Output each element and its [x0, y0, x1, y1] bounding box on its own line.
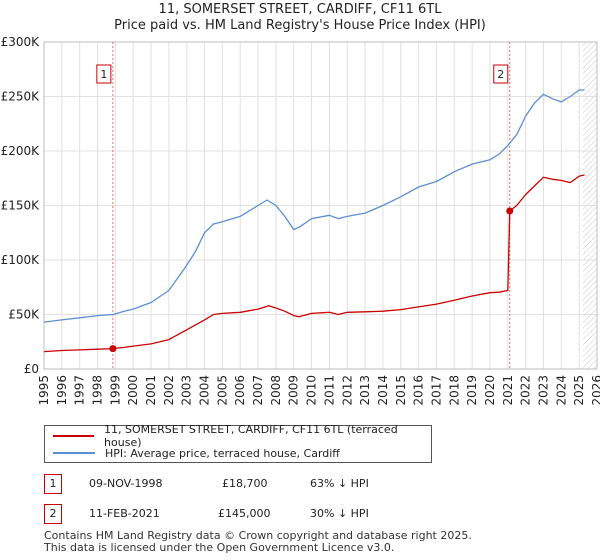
footer-licence: This data is licensed under the Open Gov… [44, 541, 395, 554]
sale-marker-label: 1 [100, 68, 107, 81]
sale-marker-badge [96, 64, 112, 84]
transaction-row: 1 09-NOV-1998 £18,700 63% ↓ HPI [44, 474, 584, 494]
x-tick-label: 2012 [340, 375, 354, 406]
footer: Contains HM Land Registry data © Crown c… [44, 530, 472, 554]
x-tick-label: 2019 [465, 375, 479, 406]
x-tick-label: 2017 [429, 375, 443, 406]
transaction-date: 09-NOV-1998 [89, 477, 163, 490]
x-tick-label: 2020 [483, 375, 497, 406]
x-tick-label: 2001 [144, 375, 158, 406]
x-tick-label: 2014 [376, 375, 390, 406]
x-tick-label: 2006 [233, 375, 247, 406]
sale-point [506, 207, 514, 215]
y-tick-label: £250K [1, 90, 41, 104]
x-tick-label: 1999 [108, 375, 122, 406]
legend-swatch-hpi [53, 452, 95, 454]
x-tick-label: 2016 [412, 375, 426, 406]
x-tick-label: 2005 [215, 375, 229, 406]
x-tick-label: 2013 [358, 375, 372, 406]
x-tick-label: 2003 [180, 375, 194, 406]
x-tick-label: 2018 [447, 375, 461, 406]
x-tick-label: 1998 [91, 375, 105, 406]
x-tick-label: 2004 [198, 375, 212, 406]
transaction-row: 2 11-FEB-2021 £145,000 30% ↓ HPI [44, 504, 584, 524]
sale-marker-label: 2 [497, 68, 504, 81]
transaction-badge: 1 [44, 474, 62, 494]
transaction-date: 11-FEB-2021 [89, 507, 160, 520]
property-line [43, 174, 585, 353]
sale-marker-badge [493, 64, 509, 84]
x-tick-label: 2002 [162, 375, 176, 406]
y-tick-label: £200K [1, 144, 41, 158]
hpi-line [43, 89, 585, 323]
transaction-hpi: 30% ↓ HPI [310, 507, 369, 520]
legend-item-property: 11, SOMERSET STREET, CARDIFF, CF11 6TL (… [53, 423, 431, 449]
y-tick-label: £100K [1, 253, 41, 267]
x-tick-label: 1995 [37, 375, 51, 406]
y-tick-label: £50K [8, 308, 40, 322]
x-tick-label: 2009 [287, 375, 301, 406]
x-tick-label: 2022 [519, 375, 533, 406]
legend-label-property: 11, SOMERSET STREET, CARDIFF, CF11 6TL (… [104, 423, 398, 449]
x-tick-label: 2007 [251, 375, 265, 406]
transaction-badge: 2 [44, 504, 62, 524]
transaction-price: £145,000 [218, 507, 271, 520]
transaction-price: £18,700 [222, 477, 268, 490]
y-tick-label: £0 [24, 362, 39, 376]
x-tick-label: 2024 [554, 375, 568, 406]
legend: 11, SOMERSET STREET, CARDIFF, CF11 6TL (… [44, 423, 432, 463]
y-tick-label: £300K [1, 35, 41, 49]
transaction-hpi: 63% ↓ HPI [310, 477, 369, 490]
price-chart: £0 £50K £100K £150K £200K £250K £300K 1995 1996 1… [1, 35, 600, 406]
x-tick-label: 1997 [73, 375, 87, 406]
legend-label-hpi: HPI: Average price, terraced house, Card… [105, 446, 340, 460]
x-tick-label: 2000 [126, 375, 140, 406]
x-tick-label: 1996 [55, 375, 69, 406]
x-tick-label: 2021 [501, 375, 515, 406]
chart-subtitle: Price paid vs. HM Land Registry's House … [114, 18, 486, 33]
y-tick-label: £150K [1, 199, 41, 213]
x-tick-label: 2026 [590, 375, 600, 406]
legend-swatch-property [53, 435, 95, 437]
legend-item-hpi: HPI: Average price, terraced house, Card… [53, 445, 340, 461]
chart-title: 11, SOMERSET STREET, CARDIFF, CF11 6TL [158, 2, 442, 17]
x-tick-label: 2011 [322, 375, 336, 406]
x-tick-label: 2015 [394, 375, 408, 406]
footer-copyright: Contains HM Land Registry data © Crown c… [44, 529, 472, 542]
x-tick-label: 2023 [536, 375, 550, 406]
sale-point [109, 345, 117, 353]
x-tick-label: 2008 [269, 375, 283, 406]
x-tick-label: 2025 [572, 375, 586, 406]
x-tick-label: 2010 [305, 375, 319, 406]
plot-frame [43, 41, 598, 370]
